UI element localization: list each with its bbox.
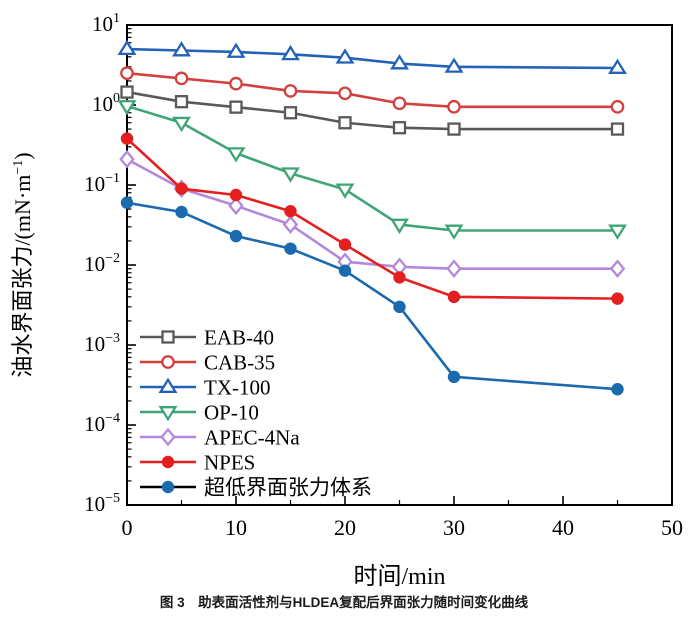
marker-diamond (609, 259, 626, 278)
marker-circle-open (283, 84, 298, 98)
marker-circle-open (161, 355, 175, 369)
legend-label-OP-10: OP-10 (204, 401, 259, 425)
marker-triangle-down (608, 224, 627, 240)
marker-triangle-down (444, 224, 464, 240)
marker-square (392, 121, 407, 135)
x-tick-label: 20 (334, 515, 356, 540)
marker-triangle-down (335, 183, 355, 199)
x-tick-label: 10 (225, 515, 247, 540)
marker-circle-filled (338, 238, 352, 251)
x-axis-title: 时间/min (353, 563, 445, 590)
legend-label-CAB-35: CAB-35 (204, 351, 275, 375)
marker-circle-filled (393, 300, 406, 314)
marker-circle-filled (161, 455, 175, 469)
marker-triangle-up (158, 377, 178, 393)
marker-triangle-up (608, 58, 627, 74)
x-tick-label: 40 (552, 515, 574, 540)
marker-square (283, 106, 298, 120)
series-line-CAB-35 (126, 71, 618, 109)
marker-square (120, 85, 134, 99)
marker-diamond (282, 215, 299, 234)
y-tick-label: 101 (92, 11, 120, 36)
marker-circle-filled (611, 292, 624, 305)
marker-triangle-down (117, 100, 137, 116)
y-tick-label: 10−1 (84, 171, 120, 196)
series-line-TX-100 (126, 47, 618, 70)
legend-label-EAB-40: EAB-40 (204, 326, 274, 350)
legend-label-TX-100: TX-100 (204, 376, 271, 400)
y-tick-label: 10−4 (84, 411, 120, 436)
legend-label-APEC-4Na: APEC-4Na (204, 426, 300, 450)
marker-diamond (228, 196, 244, 216)
legend-label-超低界面张力体系: 超低界面张力体系 (204, 476, 372, 500)
marker-triangle-up (335, 48, 355, 64)
y-axis-title: 油水界面张力/(mN·m−1) (10, 152, 35, 377)
series-line-APEC-4Na (126, 158, 618, 270)
marker-circle-filled (447, 290, 461, 304)
marker-triangle-down (390, 218, 409, 234)
marker-circle-filled (175, 182, 188, 195)
marker-triangle-down (226, 147, 246, 163)
y-tick-label: 100 (92, 91, 120, 116)
marker-circle-filled (284, 205, 297, 218)
marker-square (338, 116, 352, 130)
marker-triangle-up (117, 39, 137, 56)
marker-circle-filled (338, 264, 352, 277)
marker-circle-open (447, 99, 461, 114)
marker-triangle-up (281, 44, 300, 61)
y-tick-label: 10−2 (84, 251, 120, 276)
marker-circle-filled (120, 196, 134, 209)
marker-circle-open (229, 76, 243, 91)
marker-circle-filled (175, 205, 188, 219)
marker-diamond (160, 427, 176, 447)
marker-square (447, 122, 461, 136)
series-line-超低界面张力体系 (126, 201, 618, 391)
marker-circle-filled (161, 480, 175, 494)
marker-triangle-down (158, 406, 178, 422)
marker-diamond (119, 149, 135, 169)
marker-diamond (446, 259, 462, 278)
marker-triangle-up (172, 41, 191, 57)
marker-circle-filled (447, 370, 461, 384)
marker-circle-filled (120, 132, 134, 145)
marker-circle-open (338, 86, 352, 101)
y-tick-label: 10−3 (84, 331, 120, 356)
marker-circle-open (120, 66, 134, 81)
x-tick-label: 30 (443, 515, 465, 540)
marker-circle-filled (393, 271, 406, 284)
y-tick-label: 10−5 (84, 491, 120, 516)
marker-circle-filled (229, 229, 243, 243)
marker-circle-open (392, 96, 407, 111)
x-tick-label: 0 (122, 515, 133, 540)
marker-square (174, 95, 189, 109)
marker-triangle-up (226, 42, 246, 58)
marker-square (610, 122, 625, 136)
series-line-EAB-40 (126, 90, 618, 131)
marker-square (161, 330, 175, 344)
marker-square (229, 100, 243, 114)
marker-triangle-down (172, 116, 191, 133)
marker-triangle-up (390, 54, 409, 70)
marker-circle-filled (284, 242, 297, 255)
series-line-OP-10 (126, 104, 618, 232)
marker-circle-filled (611, 383, 624, 396)
x-tick-label: 50 (661, 515, 683, 540)
marker-circle-open (610, 99, 625, 114)
legend-label-NPES: NPES (204, 451, 255, 475)
marker-triangle-down (281, 167, 300, 183)
marker-circle-open (174, 71, 189, 86)
series-line-NPES (126, 137, 618, 300)
marker-circle-filled (229, 188, 243, 202)
figure-caption: 图 3 助表面活性剂与HLDEA复配后界面张力随时间变化曲线 (159, 595, 529, 610)
marker-triangle-up (444, 57, 464, 73)
